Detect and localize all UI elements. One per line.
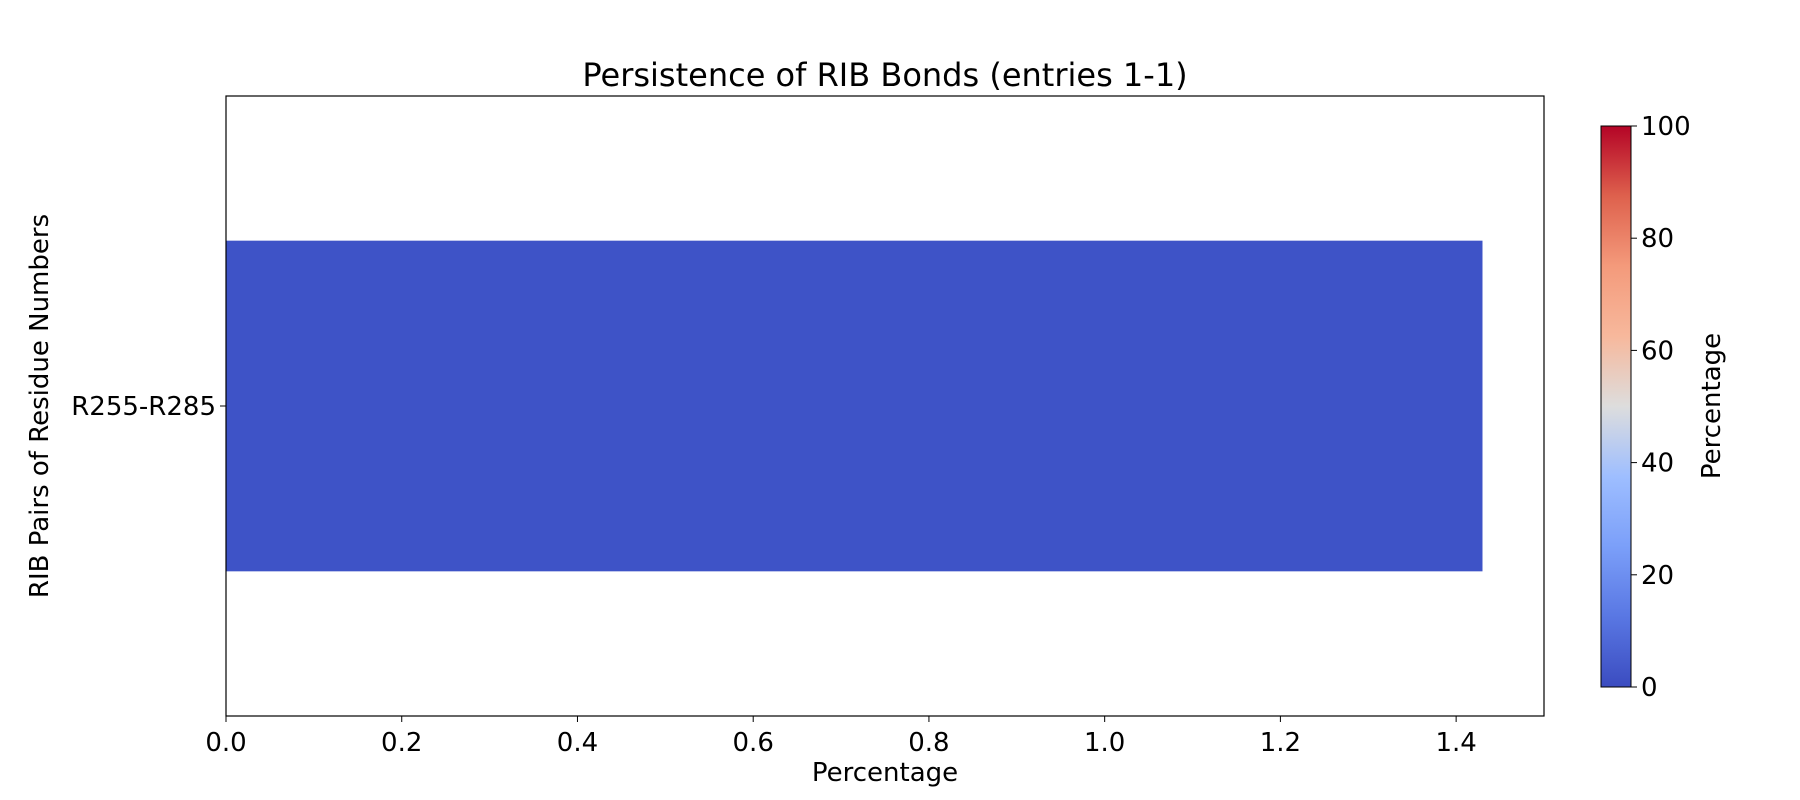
- x-tick-label: 1.2: [1260, 728, 1301, 758]
- colorbar-tick-label: 100: [1641, 112, 1691, 142]
- colorbar-tick-label: 40: [1641, 449, 1674, 479]
- x-tick-label: 0.6: [733, 728, 774, 758]
- bars-group: [226, 240, 1483, 572]
- chart-title: Persistence of RIB Bonds (entries 1-1): [582, 56, 1187, 94]
- x-tick-label: 1.0: [1084, 728, 1125, 758]
- colorbar-tick-label: 80: [1641, 224, 1674, 254]
- colorbar-tick-label: 20: [1641, 561, 1674, 591]
- y-axis-label: RIB Pairs of Residue Numbers: [25, 214, 55, 598]
- x-axis-label: Percentage: [812, 758, 958, 788]
- x-axis-ticks: 0.0 0.2 0.4 0.6 0.8 1.0 1.2 1.4: [205, 716, 1477, 758]
- x-tick-label: 0.8: [908, 728, 949, 758]
- y-axis-ticks: R255-R285: [71, 392, 226, 422]
- colorbar: 0 20 40 60 80 100 Percentage: [1600, 112, 1727, 703]
- colorbar-tick-label: 60: [1641, 336, 1674, 366]
- x-tick-label: 0.2: [381, 728, 422, 758]
- x-tick-label: 0.0: [205, 728, 246, 758]
- x-tick-label: 1.4: [1435, 728, 1476, 758]
- colorbar-tick-label: 0: [1641, 673, 1658, 703]
- y-tick-label: R255-R285: [71, 392, 216, 422]
- bar-0: [226, 240, 1483, 572]
- colorbar-gradient: [1600, 125, 1632, 688]
- x-tick-label: 0.4: [557, 728, 598, 758]
- colorbar-label: Percentage: [1697, 333, 1727, 479]
- colorbar-ticks: 0 20 40 60 80 100: [1631, 112, 1691, 703]
